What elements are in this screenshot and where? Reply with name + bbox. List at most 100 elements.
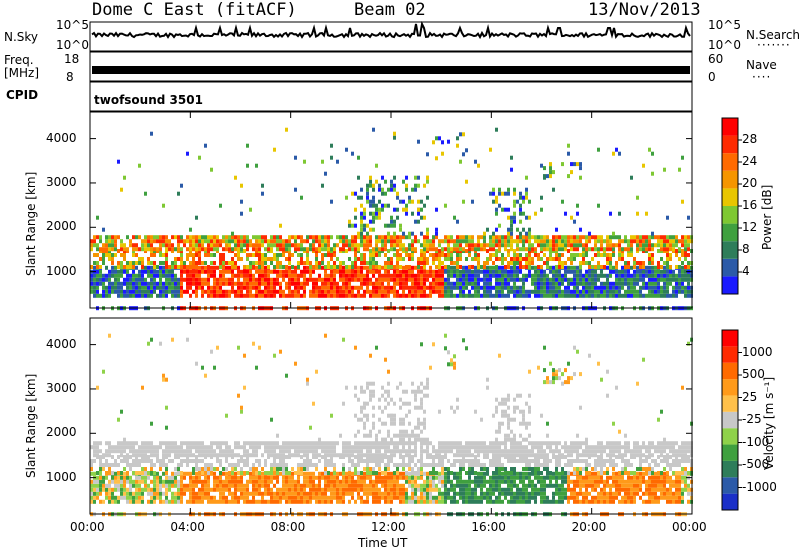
heatmap-cell [561,265,564,269]
heatmap-cell [366,441,369,446]
heatmap-cell [390,261,393,265]
heatmap-cell [270,475,273,480]
heatmap-cell [435,247,438,252]
heatmap-cell [141,385,144,390]
heatmap-cell [150,337,153,342]
heatmap-cell [234,487,237,492]
heatmap-cell [381,409,384,414]
heatmap-cell [627,239,630,244]
heatmap-cell [621,265,624,270]
heatmap-cell [399,487,402,492]
heatmap-cell [426,152,429,157]
heatmap-cell [183,277,186,282]
heatmap-cell [516,239,519,244]
heatmap-cell [102,243,105,248]
heatmap-cell [159,475,162,480]
heatmap-cell [108,449,111,454]
heatmap-cell [288,453,291,458]
heatmap-cell [231,277,234,282]
heatmap-cell [384,467,387,471]
heatmap-cell [288,445,291,450]
heatmap-cell [243,385,246,390]
heatmap-cell [126,459,129,463]
heatmap-cell [363,421,366,426]
heatmap-cell [510,227,513,232]
heatmap-cell [585,261,588,265]
heatmap-cell [261,269,264,274]
heatmap-cell [381,441,384,446]
heatmap-cell [522,293,525,298]
heatmap-cell [384,253,387,257]
heatmap-cell [171,445,174,450]
heatmap-cell [567,281,570,286]
heatmap-cell [126,453,129,458]
heatmap-cell [102,257,105,261]
heatmap-cell [648,147,651,152]
heatmap-cell [147,265,150,270]
heatmap-cell [240,491,243,496]
heatmap-cell [348,471,351,475]
heatmap-cell [249,479,252,484]
heatmap-cell [186,445,189,450]
heatmap-cell [111,243,114,248]
heatmap-cell [669,257,672,261]
heatmap-cell [675,265,678,269]
heatmap-cell [363,273,366,278]
heatmap-cell [672,235,675,240]
heatmap-cell [441,151,444,156]
heatmap-cell [225,269,228,274]
heatmap-cell [141,453,144,458]
heatmap-cell [357,449,360,454]
heatmap-cell [399,471,402,476]
heatmap-cell [147,243,150,248]
heatmap-cell [105,289,108,294]
heatmap-cell [543,269,546,274]
heatmap-cell [360,243,363,248]
heatmap-cell [306,499,309,504]
heatmap-cell [138,281,141,286]
heatmap-cell [231,239,234,244]
heatmap-cell [315,487,318,492]
heatmap-cell [417,285,420,290]
heatmap-cell [447,281,450,286]
heatmap-cell [144,475,147,480]
heatmap-cell [93,239,96,244]
heatmap-cell [339,471,342,476]
heatmap-cell [333,467,336,471]
heatmap-cell [255,163,258,168]
heatmap-cell [258,463,261,467]
heatmap-cell [630,273,633,278]
heatmap-cell [399,253,402,257]
heatmap-cell [207,463,210,467]
heatmap-cell [159,285,162,290]
heatmap-cell [426,475,429,480]
heatmap-cell [318,277,321,282]
heatmap-cell [294,155,297,160]
heatmap-cell [639,269,642,274]
heatmap-cell [123,455,126,459]
heatmap-cell [219,483,222,488]
heatmap-cell [213,499,216,504]
heatmap-cell [276,277,279,282]
heatmap-cell [576,211,579,216]
heatmap-cell [132,441,135,446]
heatmap-cell [657,239,660,244]
heatmap-cell [675,281,678,286]
heatmap-cell [417,175,420,180]
heatmap-cell [246,269,249,274]
heatmap-cell [123,289,126,294]
heatmap-cell [390,257,393,261]
heatmap-cell [546,285,549,290]
heatmap-cell [384,483,387,488]
heatmap-cell [408,409,411,414]
heatmap-cell [108,253,111,257]
heatmap-cell [384,235,387,240]
heatmap-cell [213,293,216,298]
heatmap-cell [627,285,630,290]
heatmap-cell [507,187,510,192]
heatmap-cell [123,475,126,480]
heatmap-cell [309,293,312,298]
heatmap-cell [507,235,510,240]
heatmap-cell [309,261,312,265]
heatmap-cell [282,289,285,294]
